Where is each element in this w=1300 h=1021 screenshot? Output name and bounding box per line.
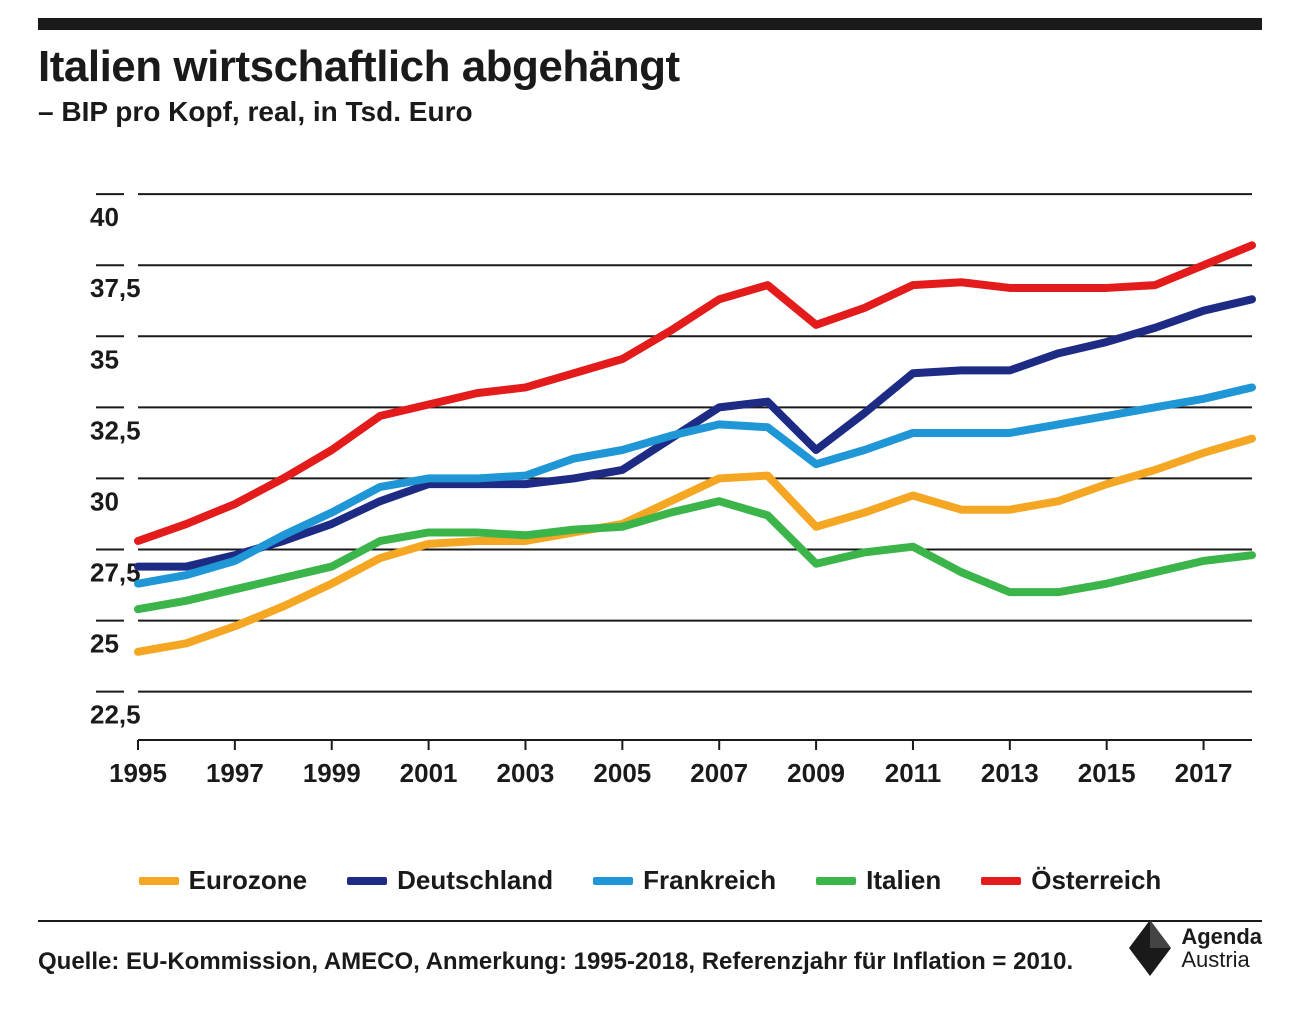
svg-text:2007: 2007 [690, 758, 748, 788]
svg-text:2005: 2005 [593, 758, 651, 788]
svg-text:25: 25 [90, 629, 119, 659]
legend-label: Österreich [1031, 865, 1161, 896]
svg-text:35: 35 [90, 344, 119, 374]
svg-text:2017: 2017 [1175, 758, 1233, 788]
brand-name-1: Agenda [1181, 925, 1262, 948]
svg-text:2001: 2001 [400, 758, 458, 788]
legend-item-deutschland: Deutschland [347, 865, 553, 896]
svg-text:2013: 2013 [981, 758, 1039, 788]
source-text: Quelle: EU-Kommission, AMECO, Anmerkung:… [38, 948, 1073, 976]
legend-label: Italien [866, 865, 941, 896]
legend-label: Frankreich [643, 865, 776, 896]
svg-text:2015: 2015 [1078, 758, 1136, 788]
chart-title: Italien wirtschaftlich abgehängt [38, 42, 680, 92]
legend-item-frankreich: Frankreich [593, 865, 776, 896]
brand-diamond-icon [1127, 918, 1173, 978]
svg-text:40: 40 [90, 202, 119, 232]
legend-label: Deutschland [397, 865, 553, 896]
legend-swatch [139, 877, 179, 885]
svg-text:1997: 1997 [206, 758, 264, 788]
svg-text:27,5: 27,5 [90, 558, 141, 588]
top-rule [38, 18, 1262, 30]
legend-swatch [816, 877, 856, 885]
brand-name-2: Austria [1181, 948, 1262, 971]
legend-item-italien: Italien [816, 865, 941, 896]
legend-label: Eurozone [189, 865, 307, 896]
legend-item-eurozone: Eurozone [139, 865, 307, 896]
series-oesterreich [138, 245, 1252, 541]
legend-swatch [347, 877, 387, 885]
chart-subtitle: – BIP pro Kopf, real, in Tsd. Euro [38, 96, 473, 128]
svg-text:2009: 2009 [787, 758, 845, 788]
legend-swatch [981, 877, 1021, 885]
footer-rule [38, 920, 1262, 922]
svg-text:30: 30 [90, 486, 119, 516]
line-chart: 22,5 25 27,5 30 32,5 35 37,5 40 1995 1997 1999 2001… [38, 150, 1262, 850]
svg-text:1995: 1995 [109, 758, 167, 788]
legend-swatch [593, 877, 633, 885]
legend-item-oesterreich: Österreich [981, 865, 1161, 896]
svg-text:37,5: 37,5 [90, 273, 141, 303]
svg-text:2003: 2003 [497, 758, 555, 788]
svg-text:2011: 2011 [885, 758, 941, 788]
svg-text:32,5: 32,5 [90, 415, 141, 445]
brand-logo: Agenda Austria [1127, 918, 1262, 978]
svg-text:1999: 1999 [303, 758, 361, 788]
legend: Eurozone Deutschland Frankreich Italien Öste… [0, 865, 1300, 896]
svg-text:22,5: 22,5 [90, 700, 141, 730]
